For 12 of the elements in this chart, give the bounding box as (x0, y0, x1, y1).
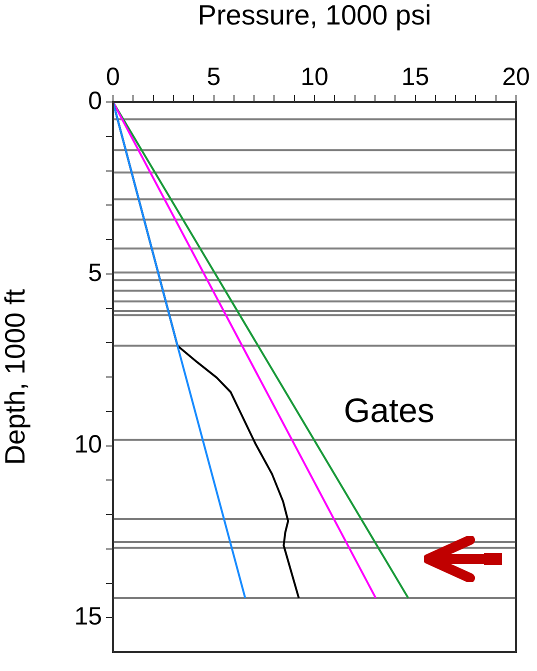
x-tick-label: 0 (106, 62, 120, 91)
x-axis-title: Pressure, 1000 psi (198, 0, 432, 31)
y-axis-title: Depth, 1000 ft (0, 288, 31, 465)
x-tick-label: 15 (401, 62, 430, 91)
annotation: Gates (344, 392, 434, 430)
y-tick-label: 15 (74, 602, 102, 631)
x-tick-label: 10 (300, 62, 328, 91)
x-tick-label: 20 (502, 62, 530, 91)
y-tick-label: 0 (88, 86, 102, 115)
y-tick-label: 10 (74, 430, 102, 459)
x-tick-label: 5 (206, 62, 221, 91)
y-tick-label: 5 (88, 258, 102, 287)
